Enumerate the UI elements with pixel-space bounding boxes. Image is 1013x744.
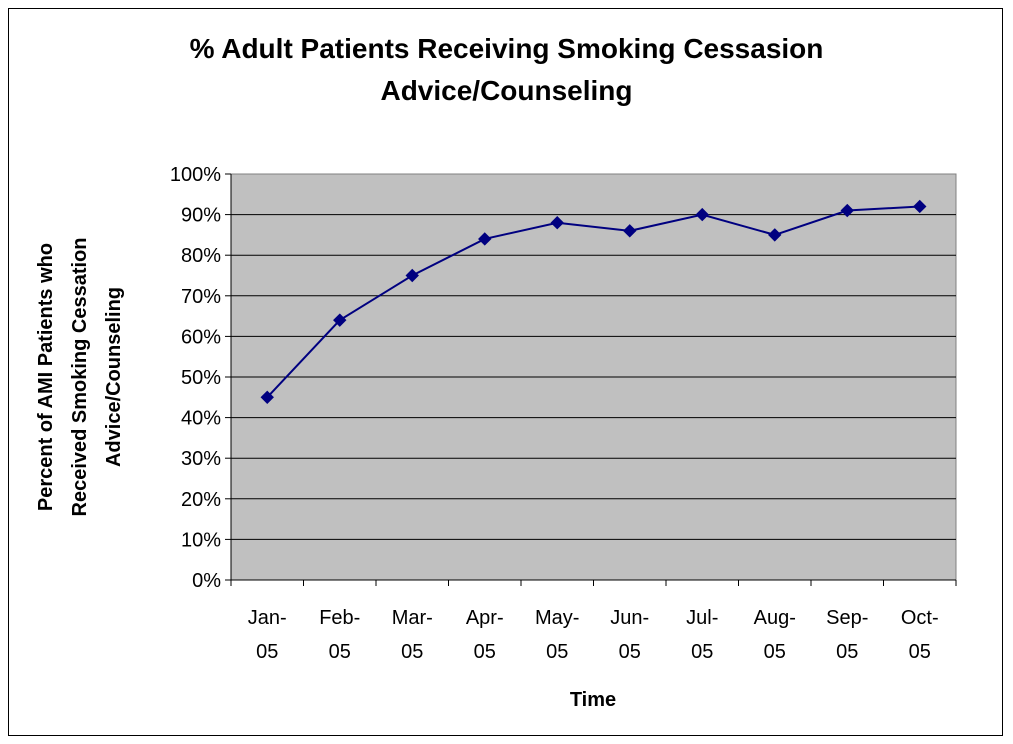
- y-tick-label: 90%: [181, 205, 221, 227]
- y-tick-label: 80%: [181, 245, 221, 267]
- chart-title-line-2: Advice/Counseling: [380, 75, 633, 106]
- x-tick-label: Aug-05: [754, 607, 796, 663]
- x-tick-label: Jun-05: [610, 607, 649, 663]
- x-tick-label: Jan-05: [248, 607, 287, 663]
- data-point-marker: [333, 313, 347, 327]
- x-tick-label: Sep-05: [826, 607, 868, 663]
- x-axis-title: Time: [570, 689, 616, 711]
- y-axis-title: Percent of AMI Patients who Received Smo…: [35, 238, 125, 517]
- chart-title-line-1: % Adult Patients Receiving Smoking Cessa…: [189, 33, 824, 64]
- x-tick-label: Feb-05: [319, 607, 360, 663]
- y-axis-title-line-1: Percent of AMI Patients who: [35, 243, 57, 511]
- series-line: [266, 205, 920, 398]
- y-tick-label: 20%: [181, 489, 221, 511]
- data-point-marker: [550, 216, 564, 230]
- chart-title: % Adult Patients Receiving Smoking Cessa…: [0, 28, 1013, 112]
- data-point-marker: [405, 268, 419, 283]
- y-tick-label: 10%: [181, 529, 221, 551]
- data-point-marker: [695, 207, 709, 222]
- data-point-marker: [840, 203, 854, 218]
- y-tick-label: 30%: [181, 448, 221, 470]
- y-tick-label: 50%: [181, 367, 221, 389]
- y-tick-label: 70%: [181, 286, 221, 308]
- x-tick-label: Apr-05: [466, 607, 504, 663]
- x-tick-label: Mar-05: [392, 607, 433, 663]
- x-tick-label: Jul-05: [686, 607, 718, 663]
- data-point-marker: [260, 390, 274, 405]
- x-tick-label: Oct-05: [901, 607, 939, 663]
- data-point-marker: [623, 224, 637, 238]
- y-axis-title-line-3: Advice/Counseling: [103, 287, 125, 467]
- x-tick-label: May-05: [535, 607, 579, 663]
- y-tick-label: 0%: [192, 570, 221, 592]
- data-point-marker: [478, 232, 492, 246]
- data-point-marker: [768, 228, 782, 242]
- data-point-marker: [913, 199, 927, 214]
- y-tick-label: 100%: [170, 164, 221, 186]
- y-tick-label: 40%: [181, 408, 221, 430]
- y-tick-label: 60%: [181, 326, 221, 348]
- y-axis-title-line-2: Received Smoking Cessation: [69, 238, 91, 517]
